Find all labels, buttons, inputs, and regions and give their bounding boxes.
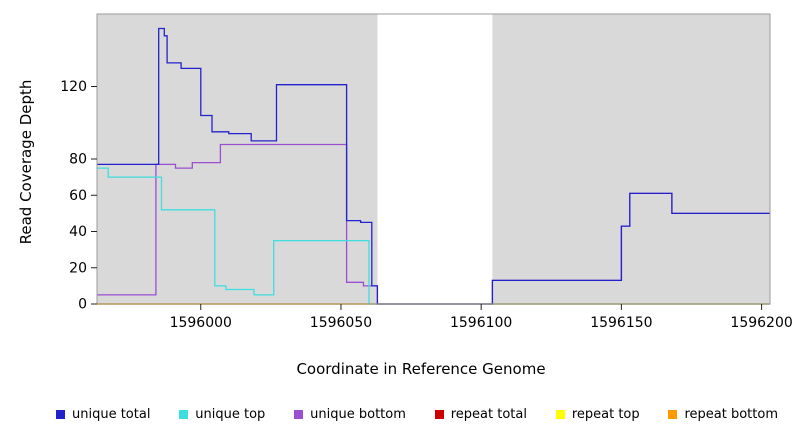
legend-item-unique-top: unique top (179, 407, 265, 422)
repeat-bottom-swatch-icon (668, 410, 678, 419)
y-tick-label: 20 (69, 260, 87, 276)
y-axis-title: Read Coverage Depth (17, 79, 35, 245)
y-tick-label: 0 (78, 297, 87, 313)
x-tick-label: 1596150 (590, 315, 652, 331)
x-tick-label: 1596200 (730, 315, 792, 331)
y-tick-label: 40 (69, 224, 87, 240)
legend-label: repeat bottom (684, 407, 778, 422)
gap-region (377, 14, 493, 304)
legend-item-unique-bottom: unique bottom (294, 407, 406, 422)
x-tick-label: 1596050 (310, 315, 372, 331)
unique-bottom-swatch-icon (294, 410, 304, 419)
legend-label: repeat total (450, 407, 527, 422)
legend-item-repeat-total: repeat total (434, 407, 527, 422)
legend-label: unique total (72, 407, 151, 422)
y-tick-label: 120 (60, 79, 87, 95)
unique-top-swatch-icon (179, 410, 189, 419)
repeat-top-swatch-icon (555, 410, 565, 419)
legend-item-unique-total: unique total (56, 407, 150, 422)
legend-label: unique bottom (310, 407, 406, 422)
legend-item-repeat-top: repeat top (555, 407, 640, 422)
x-tick-label: 1596000 (170, 315, 232, 331)
series-unique-total (97, 27, 770, 305)
legend-label: repeat top (571, 407, 640, 422)
x-axis-title: Coordinate in Reference Genome (296, 360, 546, 378)
legend-item-repeat-bottom: repeat bottom (668, 407, 778, 422)
repeat-total-swatch-icon (434, 410, 444, 419)
y-tick-label: 60 (69, 188, 87, 204)
unique-total-swatch-icon (56, 410, 65, 419)
y-tick-label: 80 (69, 152, 87, 168)
legend-label: unique top (195, 407, 266, 422)
plot-svg: 1596000 1596050 1596100 1596150 1596200 0 20 40… (60, 13, 792, 331)
series-unique-top (97, 167, 770, 305)
x-tick-label: 1596100 (450, 315, 512, 331)
legend: unique total unique top unique bottom re… (0, 407, 792, 422)
